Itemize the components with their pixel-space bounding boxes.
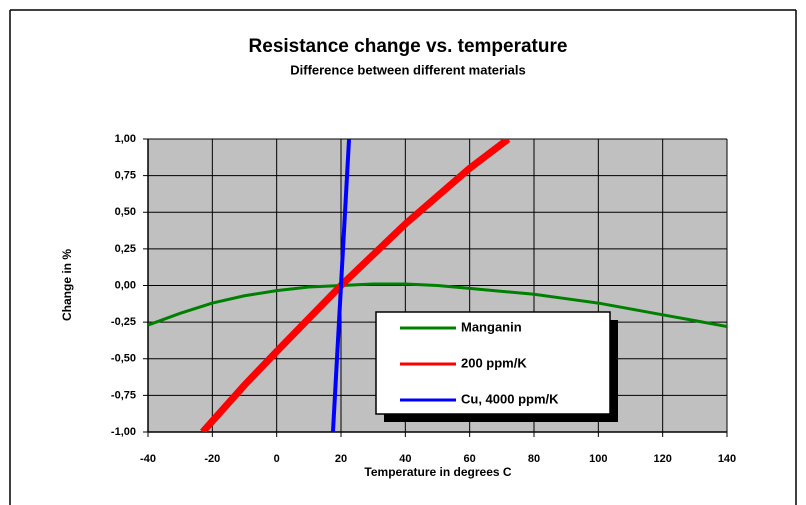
y-tick-label: 1,00: [115, 133, 136, 145]
y-tick-label: 0,50: [115, 206, 136, 218]
x-tick-label: -20: [204, 453, 220, 465]
y-tick-label: 0,75: [115, 170, 136, 182]
y-tick-label: -0,50: [111, 353, 136, 365]
chart-subtitle: Difference between different materials: [290, 62, 526, 77]
x-axis-label: Temperature in degrees C: [364, 465, 511, 479]
y-tick-label: -1,00: [111, 426, 136, 438]
y-tick-label: 0,25: [115, 243, 136, 255]
y-tick-label: -0,75: [111, 389, 136, 401]
x-tick-label: 80: [528, 453, 540, 465]
legend-label: 200 ppm/K: [461, 355, 527, 370]
x-tick-label: 60: [464, 453, 476, 465]
legend-label: Manganin: [461, 319, 522, 334]
x-tick-label: 140: [718, 453, 736, 465]
x-tick-label: -40: [140, 453, 156, 465]
y-axis-label: Change in %: [60, 249, 74, 321]
legend-label: Cu, 4000 ppm/K: [461, 391, 559, 406]
line-series: [148, 282, 727, 328]
line-series: [330, 139, 352, 432]
x-tick-label: 100: [589, 453, 607, 465]
x-tick-label: 0: [274, 453, 280, 465]
series-group: [148, 139, 727, 432]
chart-title: Resistance change vs. temperature: [249, 36, 568, 57]
x-tick-label: 20: [335, 453, 347, 465]
y-tick-label: -0,25: [111, 316, 136, 328]
x-tick-label: 120: [653, 453, 671, 465]
x-tick-label: 40: [399, 453, 411, 465]
y-tick-label: 0,00: [115, 279, 136, 291]
